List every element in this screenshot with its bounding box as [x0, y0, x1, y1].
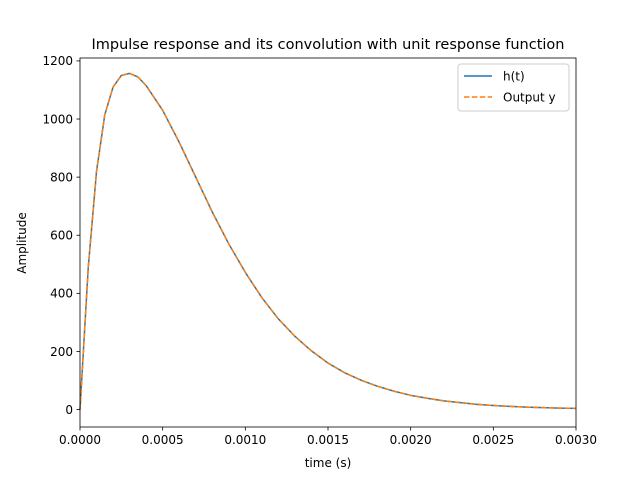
x-tick-label: 0.0025 — [472, 433, 514, 447]
x-tick-label: 0.0000 — [59, 433, 101, 447]
y-axis-label: Amplitude — [15, 212, 29, 274]
x-tick-label: 0.0030 — [555, 433, 597, 447]
legend-label: h(t) — [503, 69, 525, 83]
y-tick-label: 800 — [50, 170, 73, 184]
x-tick-label: 0.0020 — [390, 433, 432, 447]
legend: h(t) Output y — [457, 63, 570, 112]
y-tick-label: 1000 — [42, 112, 73, 126]
plot-area — [80, 58, 576, 427]
y-tick-label: 1200 — [42, 54, 73, 68]
y-axis-ticks: 0 200 400 600 800 1000 1200 — [42, 54, 80, 417]
x-tick-label: 0.0015 — [307, 433, 349, 447]
x-tick-label: 0.0010 — [224, 433, 266, 447]
x-axis-ticks: 0.0000 0.0005 0.0010 0.0015 0.0020 0.0025 0.00… — [59, 427, 597, 447]
chart-title: Impulse response and its convolution wit… — [91, 37, 564, 53]
x-tick-label: 0.0005 — [142, 433, 184, 447]
y-tick-label: 400 — [50, 287, 73, 301]
legend-label: Output y — [503, 90, 556, 104]
plot-background — [80, 58, 576, 427]
x-axis-label: time (s) — [305, 456, 352, 470]
y-tick-label: 200 — [50, 345, 73, 359]
y-tick-label: 600 — [50, 229, 73, 243]
series-lines — [79, 72, 577, 410]
y-tick-label: 0 — [65, 403, 73, 417]
series-line-output-y — [79, 72, 577, 410]
